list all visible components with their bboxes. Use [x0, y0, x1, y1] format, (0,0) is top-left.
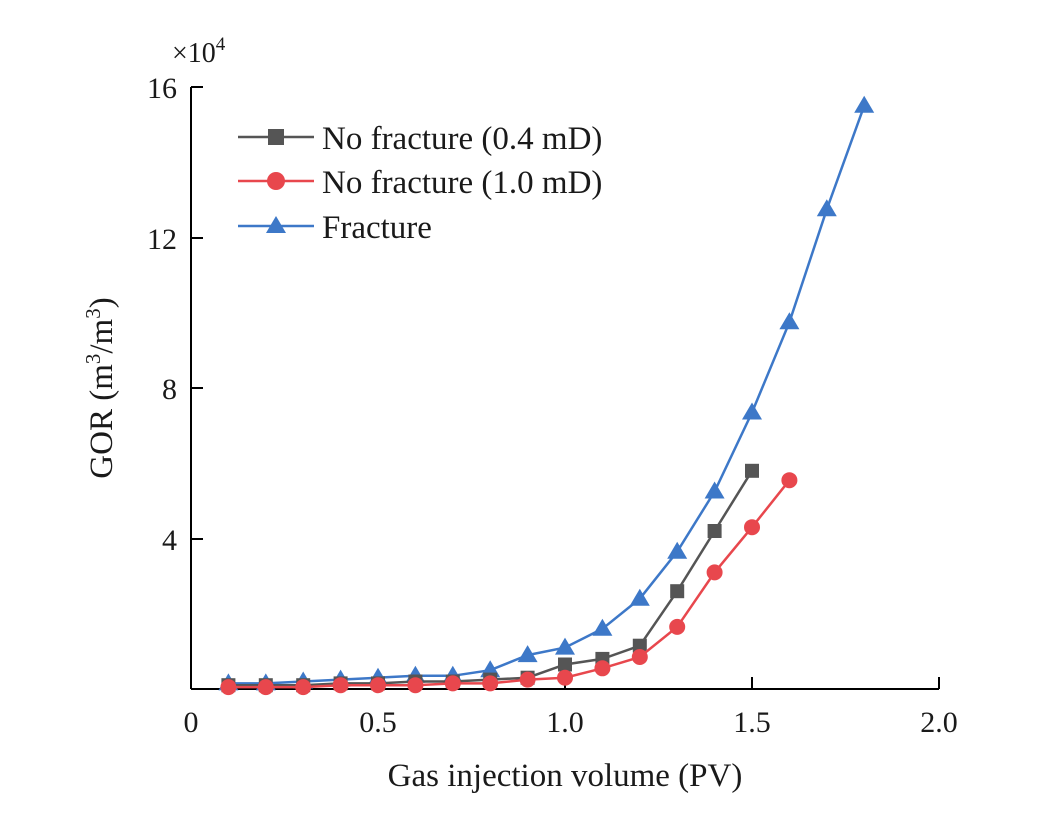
- data-point-no-fracture-1-0-md: [669, 618, 686, 635]
- legend-entry-no-fracture-10: No fracture (1.0 mD): [238, 165, 602, 201]
- legend-label-no-fracture-10: No fracture (1.0 mD): [322, 165, 602, 201]
- x-ticks: 0 0.5 1.0 1.5 2.0: [184, 677, 958, 739]
- x-tick-label: 1.5: [733, 706, 771, 739]
- data-point-no-fracture-1-0-md: [220, 679, 237, 696]
- y-multiplier-exponent: 4: [216, 34, 226, 55]
- x-tick-label: 0: [184, 706, 199, 739]
- data-point-fracture: [779, 312, 800, 330]
- data-point-no-fracture-1-0-md: [444, 675, 461, 692]
- data-point-no-fracture-0-4-md: [707, 524, 722, 538]
- data-point-no-fracture-1-0-md: [557, 669, 573, 686]
- data-point-no-fracture-0-4-md: [632, 638, 647, 653]
- data-point-fracture: [742, 402, 762, 420]
- data-point-no-fracture-1-0-md: [482, 675, 499, 692]
- x-tick-label: 1.0: [546, 706, 584, 739]
- y-tick-label: 4: [162, 524, 177, 557]
- data-point-no-fracture-1-0-md: [257, 679, 274, 696]
- y-multiplier-base: ×10: [172, 38, 216, 69]
- data-point-fracture: [517, 645, 538, 663]
- y-ticks: 4 8 12 16: [147, 72, 203, 557]
- data-point-fracture: [704, 481, 725, 499]
- data-point-no-fracture-1-0-md: [594, 660, 611, 677]
- y-axis-title: GOR (m3/m3): [81, 297, 120, 478]
- data-point-fracture: [629, 588, 650, 606]
- series-line-no-fracture-1-0-md: [228, 479, 791, 689]
- data-point-fracture: [854, 95, 875, 113]
- data-point-fracture: [592, 618, 613, 636]
- legend-label-no-fracture-04: No fracture (0.4 mD): [322, 121, 602, 157]
- legend-entry-fracture: Fracture: [238, 210, 432, 246]
- series-layer: [218, 95, 875, 696]
- data-point-no-fracture-1-0-md: [295, 679, 312, 696]
- legend-marker-square: [268, 129, 284, 145]
- data-point-no-fracture-1-0-md: [706, 564, 723, 581]
- data-point-no-fracture-0-4-md: [558, 657, 572, 672]
- legend-entry-no-fracture-04: No fracture (0.4 mD): [238, 121, 602, 157]
- y-axis-multiplier: ×104: [172, 34, 226, 69]
- y-title-sup: 3: [81, 354, 105, 365]
- data-point-fracture: [555, 637, 575, 655]
- y-tick-label: 8: [162, 373, 177, 406]
- data-point-fracture: [816, 199, 837, 217]
- data-point-no-fracture-1-0-md: [781, 472, 798, 489]
- series-no-fracture-0-4-md: [221, 463, 759, 693]
- data-point-no-fracture-1-0-md: [370, 677, 386, 694]
- data-point-no-fracture-0-4-md: [670, 584, 685, 599]
- y-tick-label: 16: [147, 72, 177, 105]
- data-point-no-fracture-1-0-md: [332, 677, 349, 694]
- y-title-part: /m: [84, 318, 120, 353]
- legend-marker-circle: [267, 172, 285, 190]
- x-tick-label: 2.0: [920, 706, 958, 739]
- series-no-fracture-1-0-md: [220, 472, 798, 696]
- legend-label-fracture: Fracture: [322, 210, 432, 246]
- data-point-no-fracture-1-0-md: [519, 671, 536, 688]
- data-point-no-fracture-1-0-md: [631, 649, 648, 665]
- y-title-part: ): [84, 297, 120, 308]
- legend-marker-triangle: [266, 216, 286, 233]
- data-point-fracture: [667, 541, 688, 559]
- series-line-no-fracture-0-4-md: [228, 470, 754, 687]
- y-tick-label: 12: [147, 223, 177, 256]
- data-point-no-fracture-1-0-md: [407, 677, 424, 694]
- x-axis-title: Gas injection volume (PV): [388, 758, 743, 794]
- y-title-sup: 3: [81, 308, 105, 319]
- data-point-no-fracture-0-4-md: [745, 463, 759, 478]
- data-point-no-fracture-1-0-md: [744, 519, 760, 536]
- legend: No fracture (0.4 mD) No fracture (1.0 mD…: [238, 121, 602, 246]
- x-tick-label: 0.5: [359, 706, 397, 739]
- y-title-part: GOR (m: [84, 364, 120, 479]
